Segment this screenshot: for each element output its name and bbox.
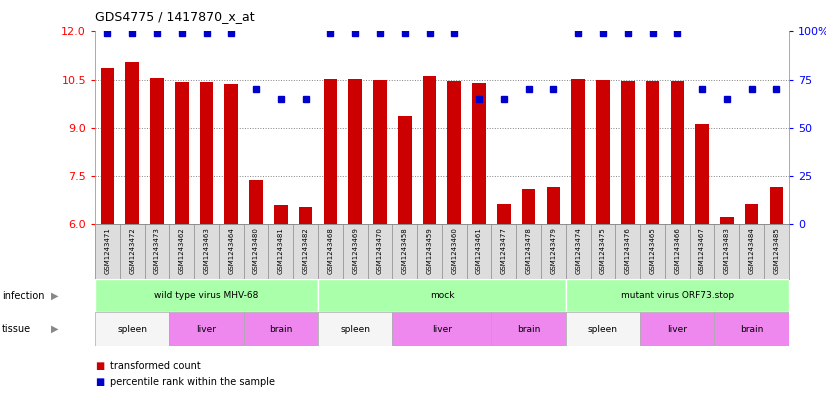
Bar	[714, 312, 789, 346]
Text: GSM1243479: GSM1243479	[550, 227, 557, 274]
Bar	[596, 80, 610, 224]
Text: GSM1243466: GSM1243466	[674, 227, 681, 274]
Text: tissue: tissue	[2, 324, 31, 334]
Bar	[299, 208, 312, 224]
Bar	[695, 124, 709, 224]
Bar	[720, 217, 733, 224]
Bar	[566, 312, 640, 346]
Bar	[745, 204, 758, 224]
Bar	[274, 206, 287, 224]
Text: liver: liver	[667, 325, 687, 334]
Text: mock: mock	[430, 291, 454, 300]
Text: liver: liver	[197, 325, 216, 334]
Text: GSM1243463: GSM1243463	[203, 227, 210, 274]
Text: percentile rank within the sample: percentile rank within the sample	[110, 377, 275, 387]
Text: GSM1243485: GSM1243485	[773, 227, 780, 274]
Text: mutant virus ORF73.stop: mutant virus ORF73.stop	[621, 291, 733, 300]
Text: GSM1243459: GSM1243459	[426, 227, 433, 274]
Bar	[349, 79, 362, 224]
Bar	[126, 62, 139, 224]
Bar	[621, 81, 634, 224]
Bar	[522, 189, 535, 224]
Text: GSM1243471: GSM1243471	[104, 227, 111, 274]
Bar	[497, 204, 510, 224]
Bar	[770, 187, 783, 224]
Bar	[491, 312, 566, 346]
Text: brain: brain	[740, 325, 763, 334]
Text: GSM1243460: GSM1243460	[451, 227, 458, 274]
Text: GSM1243465: GSM1243465	[649, 227, 656, 274]
Bar	[95, 279, 318, 312]
Bar	[101, 68, 114, 224]
Bar	[373, 80, 387, 224]
Text: GSM1243475: GSM1243475	[600, 227, 606, 274]
Bar	[423, 76, 436, 224]
Text: GSM1243467: GSM1243467	[699, 227, 705, 274]
Text: liver: liver	[432, 325, 452, 334]
Bar	[646, 81, 659, 224]
Bar	[472, 83, 486, 224]
Text: brain: brain	[269, 325, 292, 334]
Bar	[671, 81, 684, 224]
Bar	[200, 82, 213, 224]
Bar	[244, 312, 318, 346]
Text: GSM1243477: GSM1243477	[501, 227, 507, 274]
Text: GSM1243484: GSM1243484	[748, 227, 755, 274]
Text: spleen: spleen	[117, 325, 147, 334]
Text: ■: ■	[95, 362, 104, 371]
Bar	[318, 279, 566, 312]
Bar	[448, 81, 461, 224]
Text: spleen: spleen	[340, 325, 370, 334]
Text: ▶: ▶	[51, 324, 59, 334]
Text: GSM1243480: GSM1243480	[253, 227, 259, 274]
Text: ▶: ▶	[51, 291, 59, 301]
Text: GSM1243482: GSM1243482	[302, 227, 309, 274]
Bar	[169, 312, 244, 346]
Bar	[324, 79, 337, 224]
Bar	[640, 312, 714, 346]
Bar	[249, 180, 263, 224]
Text: GSM1243483: GSM1243483	[724, 227, 730, 274]
Text: transformed count: transformed count	[110, 362, 201, 371]
Text: GSM1243468: GSM1243468	[327, 227, 334, 274]
Text: GSM1243473: GSM1243473	[154, 227, 160, 274]
Text: GSM1243474: GSM1243474	[575, 227, 582, 274]
Text: wild type virus MHV-68: wild type virus MHV-68	[154, 291, 259, 300]
Text: GSM1243461: GSM1243461	[476, 227, 482, 274]
Bar	[150, 78, 164, 224]
Text: GSM1243458: GSM1243458	[401, 227, 408, 274]
Bar	[225, 84, 238, 224]
Bar	[398, 116, 411, 224]
Bar	[547, 187, 560, 224]
Text: GSM1243469: GSM1243469	[352, 227, 358, 274]
Bar	[566, 279, 789, 312]
Bar	[572, 79, 585, 224]
Text: spleen: spleen	[588, 325, 618, 334]
Text: GSM1243462: GSM1243462	[178, 227, 185, 274]
Text: GSM1243472: GSM1243472	[129, 227, 135, 274]
Bar	[318, 312, 392, 346]
Text: GSM1243478: GSM1243478	[525, 227, 532, 274]
Text: GDS4775 / 1417870_x_at: GDS4775 / 1417870_x_at	[95, 10, 254, 23]
Text: GSM1243481: GSM1243481	[278, 227, 284, 274]
Bar	[175, 82, 188, 224]
Text: GSM1243476: GSM1243476	[624, 227, 631, 274]
Text: infection: infection	[2, 291, 44, 301]
Text: GSM1243470: GSM1243470	[377, 227, 383, 274]
Text: brain: brain	[517, 325, 540, 334]
Text: ■: ■	[95, 377, 104, 387]
Bar	[392, 312, 491, 346]
Bar	[95, 312, 169, 346]
Text: GSM1243464: GSM1243464	[228, 227, 235, 274]
